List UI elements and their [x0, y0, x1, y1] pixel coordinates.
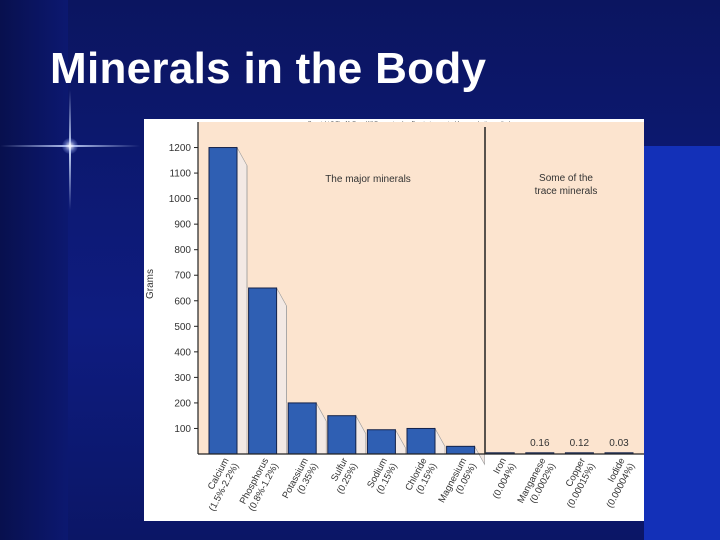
bar — [248, 287, 278, 455]
x-tick-label: Phosphorus(0.8%-1.2%) — [238, 456, 281, 513]
x-tick-label: Iodide(0.00004%) — [605, 456, 638, 510]
group-label-trace-line1: Some of the — [539, 173, 593, 184]
group-label-major: The major minerals — [325, 174, 411, 185]
data-label: 0.03 — [609, 438, 629, 449]
y-tick-label: 400 — [174, 347, 191, 358]
slide-title: Minerals in the Body — [50, 44, 487, 93]
y-tick-label: 900 — [174, 220, 191, 231]
y-tick-label: 200 — [174, 398, 191, 409]
x-tick-label: Calcium(1.5%-2.2%) — [206, 456, 242, 513]
y-tick-label: 800 — [174, 245, 191, 256]
y-tick-label: 1100 — [169, 169, 191, 180]
bar — [208, 147, 238, 455]
y-tick-label: 1000 — [169, 194, 192, 205]
y-axis-label: Grams — [145, 269, 156, 299]
x-tick-label: Iron(0.004%) — [491, 456, 519, 500]
x-tick-label: Copper(0.00015%) — [564, 456, 598, 510]
x-tick-label: Sulfur(0.25%) — [329, 456, 360, 496]
bar — [446, 445, 476, 455]
bar-shadow — [236, 146, 248, 455]
right-blue-band — [644, 146, 720, 540]
bar — [366, 429, 396, 455]
y-tick-label: 500 — [174, 322, 191, 333]
x-tick-label: Potassium(0.35%) — [280, 456, 320, 500]
data-label: 0.16 — [530, 438, 550, 449]
x-tick-label: Manganese(0.0002%) — [515, 456, 558, 505]
bar — [327, 415, 357, 455]
x-tick-label: Sodium(0.15%) — [365, 456, 400, 496]
chart-figure: Copyright © The McGraw-Hill Companies, I… — [144, 119, 644, 521]
bar — [406, 427, 436, 455]
x-tick-label: Magnesium(0.05%) — [436, 456, 478, 505]
y-tick-label: 100 — [174, 424, 191, 435]
left-dark-band — [0, 0, 68, 540]
bar — [287, 402, 317, 455]
data-label: 0.12 — [570, 438, 590, 449]
bar-shadow — [276, 286, 287, 455]
light-flare-center — [62, 138, 78, 154]
y-tick-label: 1200 — [169, 143, 192, 154]
y-tick-label: 700 — [174, 271, 191, 282]
y-tick-label: 300 — [174, 373, 191, 384]
group-label-trace-line2: trace minerals — [535, 186, 598, 197]
x-tick-label: Chloride(0.15%) — [403, 456, 439, 496]
y-tick-label: 600 — [174, 296, 191, 307]
bar-chart: Copyright © The McGraw-Hill Companies, I… — [145, 120, 644, 513]
